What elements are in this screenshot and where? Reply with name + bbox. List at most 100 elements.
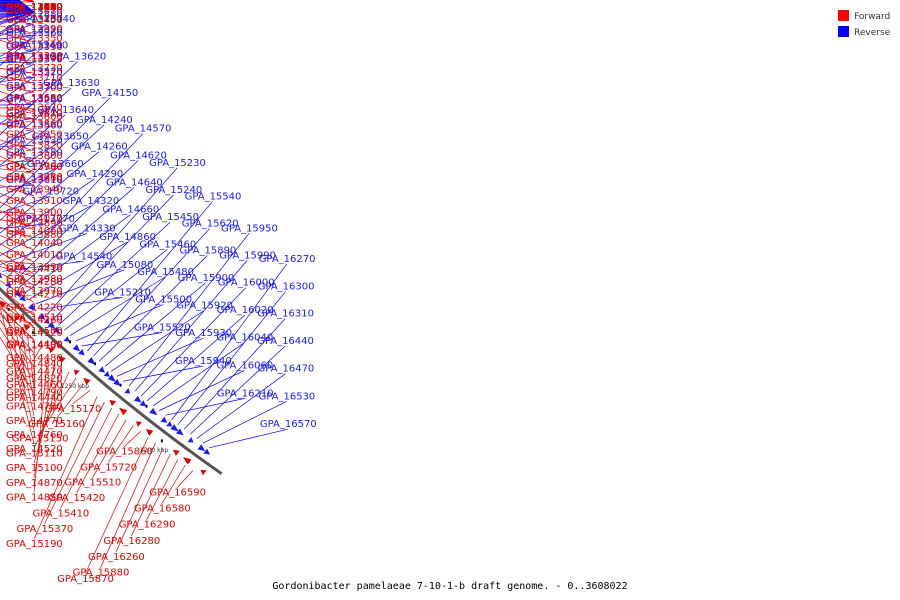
forward-gene-label: GPA_15110 <box>6 448 63 459</box>
reverse-gene-label: GPA_12420 <box>6 2 63 13</box>
forward-gene-label: GPA_13860 <box>6 119 63 130</box>
reverse-leader-line <box>0 23 35 37</box>
forward-gene-label: GPA_14840 <box>6 359 63 370</box>
reverse-gene-label: GPA_11890 <box>6 2 63 13</box>
reverse-gene-label: GPA_14330 <box>59 224 116 235</box>
forward-gene-label: GPA_14220 <box>6 303 63 314</box>
reverse-leader-line <box>0 50 40 84</box>
forward-leader-line <box>0 160 35 163</box>
forward-leader-line <box>146 459 179 520</box>
reverse-gene-label: GPA_12990 <box>6 2 63 13</box>
reverse-leader-line <box>0 184 35 188</box>
forward-gene-label: GPA_13870 <box>6 108 63 119</box>
reverse-gene-label: GPA_13430 <box>6 135 63 146</box>
reverse-gene-label: GPA_13320 <box>6 2 63 13</box>
reverse-gene-label: GPA_15240 <box>145 185 202 196</box>
forward-leader-line <box>92 419 127 478</box>
reverse-gene-arrow <box>63 336 70 342</box>
reverse-leader-line <box>0 50 35 60</box>
forward-leader-line <box>0 266 35 278</box>
forward-gene-label: GPA_13680 <box>6 93 63 104</box>
legend-reverse-swatch <box>838 26 849 37</box>
reverse-gene-label: GPA_15500 <box>135 295 192 306</box>
forward-gene-arrow <box>73 369 80 376</box>
forward-gene-label: GPA_15170 <box>45 404 102 415</box>
reverse-leader-line <box>41 297 123 310</box>
forward-leader-line <box>100 442 156 568</box>
reverse-gene-label: GPA_14260 <box>71 142 128 153</box>
reverse-gene-arrow <box>72 344 81 352</box>
forward-leader-line <box>0 288 35 316</box>
reverse-gene-label: GPA_16040 <box>216 333 273 344</box>
forward-gene-label: GPA_13020 <box>6 2 63 13</box>
forward-gene-label: GPA_13600 <box>6 112 63 123</box>
reverse-gene-label: GPA_11770 <box>6 2 63 13</box>
reverse-gene-label: GPA_13010 <box>6 2 63 13</box>
forward-gene-label: GPA_11980 <box>6 2 63 13</box>
forward-gene-label: GPA_13890 <box>6 219 63 230</box>
reverse-gene-arrow <box>149 407 158 416</box>
reverse-gene-label: GPA_12050 <box>6 2 63 13</box>
reverse-gene-label: GPA_12460 <box>6 2 63 13</box>
reverse-gene-label: GPA_16210 <box>217 388 274 399</box>
forward-gene-arrow <box>48 347 55 354</box>
reverse-leader-line <box>0 144 35 147</box>
reverse-leader-line <box>0 104 35 106</box>
reverse-gene-label: GPA_12660 <box>6 2 63 13</box>
forward-gene-arrow <box>172 449 180 456</box>
forward-gene-label: GPA_12660 <box>6 2 63 13</box>
reverse-gene-arrow <box>5 281 12 288</box>
forward-gene-label: GPA_14870 <box>6 478 63 489</box>
forward-leader-line <box>0 305 35 341</box>
reverse-gene-label: GPA_13650 <box>32 132 89 143</box>
reverse-gene-arrow <box>19 294 26 302</box>
reverse-leader-line <box>0 87 72 151</box>
forward-leader-line <box>55 384 84 420</box>
reverse-gene-label: GPA_14640 <box>106 178 163 189</box>
forward-gene-label: GPA_14440 <box>6 393 63 404</box>
forward-leader-line <box>0 201 35 219</box>
reverse-leader-line <box>7 133 143 278</box>
reverse-leader-line <box>0 178 95 246</box>
forward-gene-label: GPA_13390 <box>6 24 63 35</box>
reverse-gene-arrow <box>78 348 85 356</box>
reverse-leader-line <box>29 241 128 299</box>
forward-gene-label: GPA_14790 <box>6 388 63 399</box>
reverse-gene-arrow <box>160 416 168 423</box>
reverse-gene-label: GPA_13620 <box>49 52 106 63</box>
reverse-leader-line <box>0 63 35 80</box>
forward-gene-label: GPA_12110 <box>6 2 63 13</box>
forward-gene-label: GPA_14040 <box>6 238 63 249</box>
gene-marker <box>94 362 97 366</box>
forward-gene-label: GPA_11920 <box>6 2 63 13</box>
forward-leader-line <box>44 402 105 525</box>
forward-leader-line <box>0 319 35 367</box>
reverse-gene-label: GPA_13410 <box>6 108 63 119</box>
forward-gene-label: GPA_13210 <box>6 2 63 13</box>
forward-leader-line <box>0 272 35 291</box>
reverse-gene-label: GPA_13440 <box>19 14 76 25</box>
reverse-leader-line <box>0 195 51 214</box>
forward-leader-line <box>0 226 35 239</box>
reverse-gene-label: GPA_12340 <box>6 2 63 13</box>
forward-gene-label: GPA_13100 <box>6 2 63 13</box>
reverse-gene-label: GPA_12240 <box>6 2 63 13</box>
forward-gene-label: GPA_16590 <box>149 488 206 499</box>
forward-leader-line <box>0 312 35 354</box>
reverse-gene-label: GPA_13000 <box>6 2 63 13</box>
reverse-gene-arrow <box>107 374 116 382</box>
forward-gene-label: GPA_12790 <box>6 2 63 13</box>
reverse-gene-arrow <box>14 289 22 298</box>
reverse-leader-line <box>153 342 245 406</box>
forward-gene-label: GPA_16280 <box>103 536 160 547</box>
forward-gene-arrow <box>23 323 31 331</box>
reverse-gene-label: GPA_11820 <box>6 2 63 13</box>
forward-gene-label: GPA_12800 <box>6 2 63 13</box>
forward-gene-label: GPA_14460 <box>6 380 63 391</box>
reverse-gene-arrow <box>87 357 96 365</box>
reverse-gene-label: GPA_12490 <box>6 2 63 13</box>
reverse-gene-label: GPA_13170 <box>6 2 63 13</box>
reverse-gene-label: GPA_15920 <box>176 301 233 312</box>
forward-gene-label: GPA_13850 <box>6 130 63 141</box>
